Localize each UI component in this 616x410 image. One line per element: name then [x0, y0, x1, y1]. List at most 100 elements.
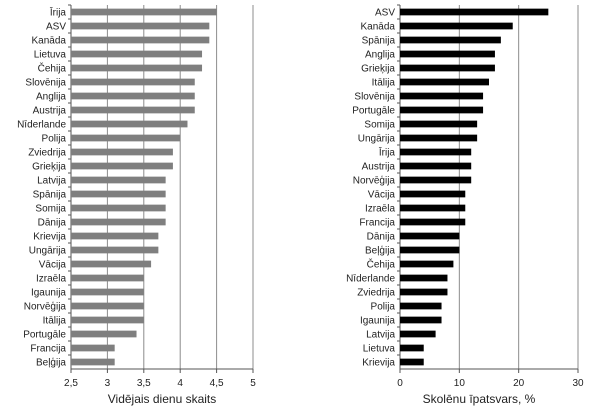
- x-tick-label: 2,5: [64, 378, 78, 389]
- x-tick-label: 10: [454, 378, 466, 389]
- bar: [71, 190, 166, 198]
- bar: [71, 8, 217, 16]
- category-label: Igaunija: [31, 288, 66, 299]
- bar: [71, 274, 144, 282]
- category-label: Ungārija: [29, 246, 67, 257]
- bar: [71, 218, 166, 226]
- category-label: Norvēģija: [24, 300, 67, 313]
- category-label: Zviedrija: [28, 148, 66, 159]
- bar: [400, 8, 549, 16]
- category-label: Austrija: [362, 162, 396, 173]
- bar: [71, 64, 203, 72]
- category-label: Čehija: [367, 258, 396, 271]
- category-label: Anglija: [365, 50, 395, 61]
- category-label: Grieķija: [32, 162, 66, 173]
- bar: [71, 358, 115, 366]
- bar: [71, 22, 210, 30]
- category-label: Beļģija: [36, 356, 66, 369]
- category-label: Spānija: [33, 190, 67, 201]
- bar: [71, 78, 195, 86]
- bar: [400, 36, 501, 44]
- category-label: Lietuva: [363, 344, 396, 355]
- category-label: Izraēla: [365, 204, 395, 215]
- category-label: Somija: [364, 120, 395, 131]
- bar: [71, 330, 137, 338]
- bar: [400, 78, 489, 86]
- bar: [400, 50, 495, 58]
- bar: [400, 288, 448, 296]
- bar: [71, 162, 173, 170]
- bar: [400, 176, 472, 184]
- bar: [71, 288, 144, 296]
- category-label: Slovēnija: [354, 92, 395, 103]
- x-tick-label: 5: [250, 378, 256, 389]
- category-label: Vācija: [368, 190, 396, 201]
- x-tick-label: 20: [513, 378, 525, 389]
- category-label: Latvija: [37, 176, 66, 187]
- category-label: Itālija: [372, 78, 396, 89]
- bar: [71, 106, 195, 114]
- x-tick-label: 4,5: [210, 378, 224, 389]
- category-label: Kanāda: [32, 36, 67, 47]
- category-label: Lietuva: [34, 50, 67, 61]
- category-label: Grieķija: [361, 64, 395, 75]
- category-label: Dānija: [38, 218, 67, 229]
- bar: [71, 148, 173, 156]
- bar: [71, 176, 166, 184]
- bar: [400, 190, 466, 198]
- category-label: Ungārija: [358, 134, 396, 145]
- bar: [71, 120, 188, 128]
- category-label: Latvija: [366, 330, 395, 341]
- bar: [71, 316, 144, 324]
- category-label: Itālija: [43, 316, 67, 327]
- bar: [71, 302, 144, 310]
- x-tick-label: 0: [397, 378, 403, 389]
- bar: [400, 22, 513, 30]
- category-label: ASV: [375, 8, 395, 19]
- bar: [400, 162, 472, 170]
- x-tick-label: 4: [177, 378, 183, 389]
- category-label: Norvēģija: [353, 174, 396, 187]
- category-label: Īrija: [50, 7, 67, 19]
- category-label: Čehija: [38, 62, 67, 75]
- category-label: Polija: [371, 302, 396, 313]
- bar: [400, 232, 460, 240]
- bar: [400, 358, 424, 366]
- category-label: Izraēla: [36, 274, 66, 285]
- bar: [400, 92, 484, 100]
- bar: [400, 218, 466, 226]
- bar: [400, 148, 472, 156]
- category-label: Īrija: [379, 147, 396, 159]
- bar: [71, 134, 181, 142]
- bar: [400, 302, 442, 310]
- bar: [400, 274, 448, 282]
- category-label: Kanāda: [361, 22, 396, 33]
- category-label: Somija: [35, 204, 66, 215]
- category-label: Portugāle: [352, 106, 395, 117]
- category-label: Slovēnija: [25, 78, 66, 89]
- bar: [71, 344, 115, 352]
- bar: [400, 344, 424, 352]
- category-label: Anglija: [36, 92, 66, 103]
- bar: [400, 134, 478, 142]
- category-label: Francija: [30, 344, 66, 355]
- bar: [71, 260, 152, 268]
- category-label: Spānija: [362, 36, 396, 47]
- bar: [400, 120, 478, 128]
- bar: [400, 260, 454, 268]
- bar: [400, 246, 460, 254]
- x-tick-label: 3,5: [137, 378, 151, 389]
- category-label: Dānija: [367, 232, 396, 243]
- category-label: ASV: [46, 22, 66, 33]
- bar: [71, 92, 195, 100]
- bar: [71, 232, 159, 240]
- category-label: Austrija: [33, 106, 67, 117]
- bar: [400, 64, 495, 72]
- category-label: Vācija: [39, 260, 67, 271]
- x-tick-label: 30: [572, 378, 584, 389]
- category-label: Francija: [359, 218, 395, 229]
- x-tick-label: 3: [105, 378, 111, 389]
- bar: [400, 316, 442, 324]
